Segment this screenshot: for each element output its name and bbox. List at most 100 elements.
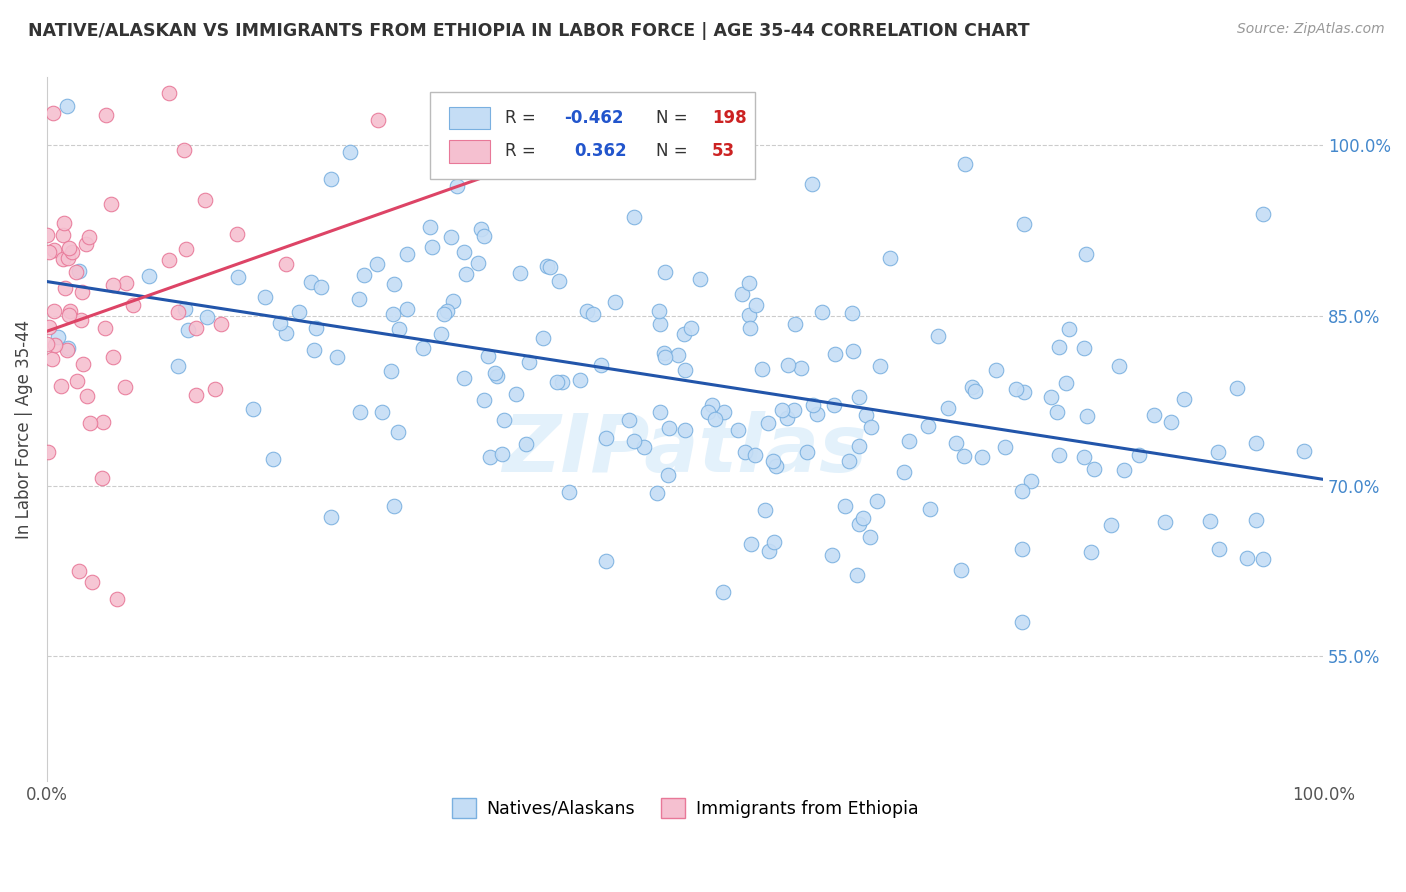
Point: [79, 416, 101, 430]
Point: [713, 405, 735, 419]
Point: [591, 358, 613, 372]
Point: [1080, 544, 1102, 558]
Point: [173, 302, 195, 317]
Point: [1057, 321, 1080, 335]
Text: NATIVE/ALASKAN VS IMMIGRANTS FROM ETHIOPIA IN LABOR FORCE | AGE 35-44 CORRELATIO: NATIVE/ALASKAN VS IMMIGRANTS FROM ETHIOP…: [28, 22, 1029, 40]
Point: [433, 307, 456, 321]
Point: [366, 257, 388, 271]
Point: [962, 380, 984, 394]
Point: [138, 269, 160, 284]
Point: [44, 337, 66, 351]
Point: [439, 230, 461, 244]
Point: [852, 510, 875, 524]
Point: [623, 434, 645, 448]
Point: [776, 410, 799, 425]
Point: [953, 157, 976, 171]
Point: [472, 393, 495, 408]
Point: [381, 307, 404, 321]
Point: [371, 405, 394, 419]
Point: [505, 387, 527, 401]
Point: [848, 390, 870, 404]
Point: [869, 359, 891, 373]
Point: [75, 237, 97, 252]
Point: [1244, 435, 1267, 450]
Point: [936, 401, 959, 416]
Point: [56, 341, 79, 355]
Point: [751, 362, 773, 376]
Point: [382, 499, 405, 513]
Point: [177, 323, 200, 337]
Point: [388, 322, 411, 336]
Point: [309, 279, 332, 293]
Point: [58, 304, 80, 318]
Point: [918, 501, 941, 516]
Point: [648, 405, 671, 419]
Point: [820, 549, 842, 563]
Point: [347, 293, 370, 307]
Point: [1199, 515, 1222, 529]
Text: 53: 53: [711, 143, 735, 161]
Point: [382, 277, 405, 291]
Point: [254, 290, 277, 304]
Point: [66, 374, 89, 388]
Point: [70, 312, 93, 326]
Point: [1019, 474, 1042, 488]
Point: [301, 275, 323, 289]
Point: [288, 305, 311, 319]
Point: [1054, 376, 1077, 390]
Point: [1143, 408, 1166, 422]
Point: [446, 179, 468, 194]
Point: [46, 330, 69, 344]
Point: [517, 355, 540, 369]
Point: [52, 252, 75, 266]
Point: [1099, 518, 1122, 533]
Point: [673, 362, 696, 376]
Point: [754, 503, 776, 517]
Point: [689, 271, 711, 285]
Point: [395, 247, 418, 261]
Point: [679, 321, 702, 335]
Point: [595, 554, 617, 568]
Point: [121, 298, 143, 312]
Point: [472, 229, 495, 244]
Point: [38, 245, 60, 260]
Point: [841, 305, 863, 319]
Point: [783, 403, 806, 417]
Point: [1073, 450, 1095, 465]
Point: [702, 398, 724, 412]
Point: [77, 229, 100, 244]
Point: [536, 259, 558, 273]
Point: [1206, 445, 1229, 459]
Point: [467, 256, 489, 270]
Point: [76, 389, 98, 403]
Point: [101, 350, 124, 364]
Point: [65, 265, 87, 279]
Point: [1004, 382, 1026, 396]
Point: [105, 592, 128, 607]
Y-axis label: In Labor Force | Age 35-44: In Labor Force | Age 35-44: [15, 319, 32, 539]
Text: N =: N =: [655, 109, 693, 128]
Point: [69, 263, 91, 277]
Point: [776, 359, 799, 373]
Point: [762, 454, 785, 468]
Point: [174, 242, 197, 256]
Point: [806, 407, 828, 421]
Point: [696, 405, 718, 419]
Text: -0.462: -0.462: [564, 109, 623, 128]
Point: [546, 375, 568, 389]
Point: [994, 440, 1017, 454]
Point: [94, 321, 117, 335]
Point: [484, 366, 506, 380]
Point: [745, 298, 768, 312]
Legend: Natives/Alaskans, Immigrants from Ethiopia: Natives/Alaskans, Immigrants from Ethiop…: [444, 791, 925, 825]
Point: [1226, 381, 1249, 395]
Point: [756, 416, 779, 430]
Point: [37, 228, 59, 243]
Point: [704, 412, 727, 426]
Point: [60, 244, 83, 259]
Point: [302, 343, 325, 357]
Point: [1173, 392, 1195, 407]
Point: [269, 316, 291, 330]
Point: [380, 364, 402, 378]
Point: [673, 423, 696, 437]
